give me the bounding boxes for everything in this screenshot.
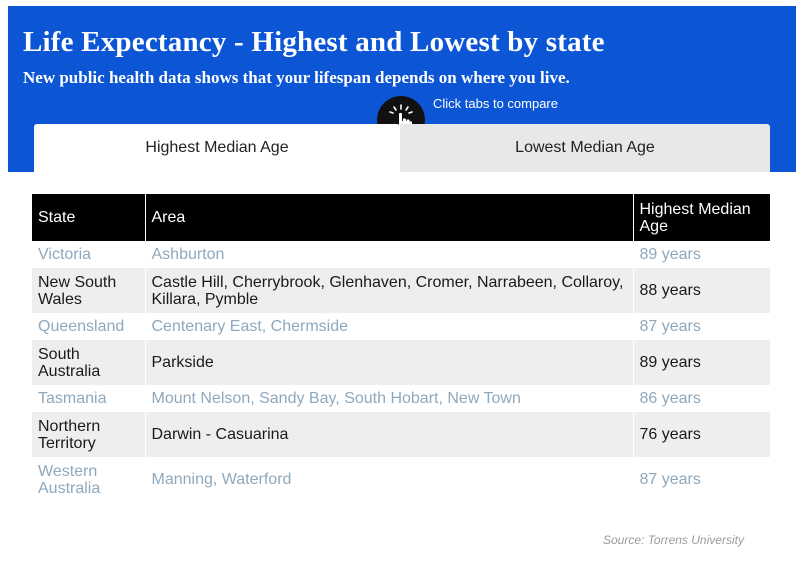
column-header-area: Area (144, 194, 633, 241)
table-row: Queensland Centenary East, Chermside 87 … (32, 313, 770, 340)
life-expectancy-table: State Area Highest Median Age Victoria A… (32, 194, 770, 502)
table-row: South Australia Parkside 89 years (32, 340, 770, 385)
table-row: Northern Territory Darwin - Casuarina 76… (32, 412, 770, 457)
table-row: Western Australia Manning, Waterford 87 … (32, 457, 770, 502)
table-row: Victoria Ashburton 89 years (32, 241, 770, 268)
state-cell: Victoria (32, 241, 145, 268)
area-cell: Mount Nelson, Sandy Bay, South Hobart, N… (144, 385, 633, 412)
tab-label: Highest Median Age (145, 139, 289, 156)
tab-highest-median-age[interactable]: Highest Median Age (34, 124, 400, 172)
state-cell: Northern Territory (32, 412, 145, 457)
column-header-age: Highest Median Age (632, 194, 770, 241)
page-subtitle: New public health data shows that your l… (23, 68, 570, 87)
age-cell: 88 years (632, 268, 770, 313)
area-cell: Ashburton (144, 241, 633, 268)
tab-lowest-median-age[interactable]: Lowest Median Age (400, 124, 770, 172)
area-cell: Centenary East, Chermside (144, 313, 633, 340)
area-cell: Castle Hill, Cherrybrook, Glenhaven, Cro… (144, 268, 633, 313)
state-cell: Queensland (32, 313, 145, 340)
age-cell: 89 years (632, 241, 770, 268)
tab-label: Lowest Median Age (515, 139, 655, 156)
compare-hint: Click tabs to compare (433, 96, 558, 111)
state-cell: Tasmania (32, 385, 145, 412)
area-cell: Darwin - Casuarina (144, 412, 633, 457)
age-cell: 76 years (632, 412, 770, 457)
source-credit: Source: Torrens University (603, 533, 744, 547)
age-cell: 87 years (632, 313, 770, 340)
state-cell: Western Australia (32, 457, 145, 502)
area-cell: Parkside (144, 340, 633, 385)
age-cell: 89 years (632, 340, 770, 385)
column-header-state: State (32, 194, 145, 241)
state-cell: New South Wales (32, 268, 145, 313)
state-cell: South Australia (32, 340, 145, 385)
age-cell: 87 years (632, 457, 770, 502)
table-row: Tasmania Mount Nelson, Sandy Bay, South … (32, 385, 770, 412)
age-cell: 86 years (632, 385, 770, 412)
page-title: Life Expectancy - Highest and Lowest by … (23, 26, 605, 58)
area-cell: Manning, Waterford (144, 457, 633, 502)
table-row: New South Wales Castle Hill, Cherrybrook… (32, 268, 770, 313)
table-header-row: State Area Highest Median Age (32, 194, 770, 241)
